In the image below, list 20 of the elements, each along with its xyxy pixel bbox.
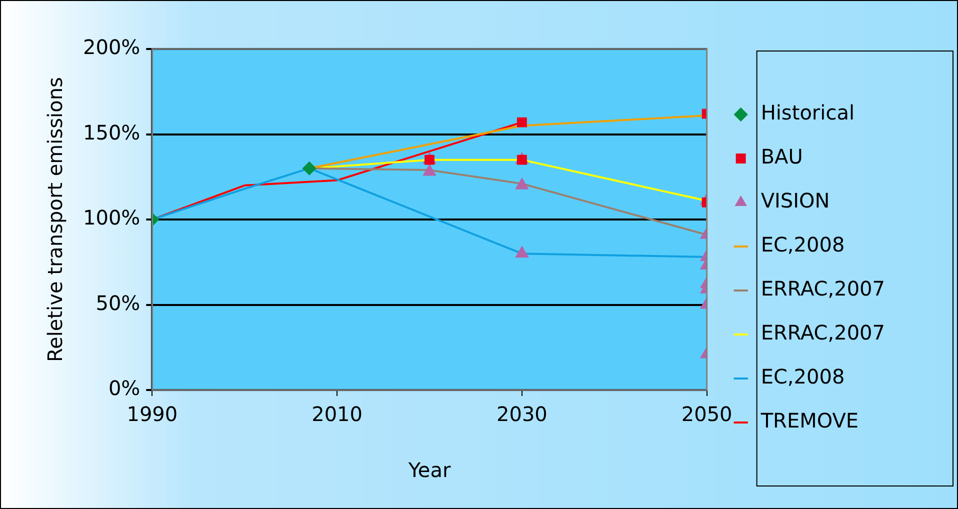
legend-label: ERRAC,2007 — [760, 276, 885, 301]
legend-label: EC,2008 — [760, 364, 845, 389]
y-tick-label: 150% — [82, 120, 140, 144]
point — [516, 117, 527, 128]
x-tick-label: 2030 — [496, 402, 548, 426]
y-tick-label: 0% — [108, 376, 140, 400]
x-tick-label: 1990 — [126, 402, 178, 426]
y-tick-label: 200% — [82, 35, 140, 60]
x-tick-label: 2010 — [312, 402, 363, 426]
legend-label: TREMOVE — [760, 408, 859, 433]
y-axis-title: Reletive transport emissions — [43, 77, 68, 362]
x-tick-label: 2050 — [681, 402, 732, 426]
legend-label: EC,2008 — [760, 232, 845, 257]
y-tick-label: 50% — [96, 290, 140, 315]
x-axis-title: Year — [407, 458, 452, 482]
legend-label: VISION — [760, 188, 830, 213]
y-tick-label: 100% — [82, 206, 140, 230]
legend-label: ERRAC,2007 — [760, 320, 885, 345]
legend-label: BAU — [760, 144, 803, 169]
legend-label: Historical — [760, 100, 855, 125]
